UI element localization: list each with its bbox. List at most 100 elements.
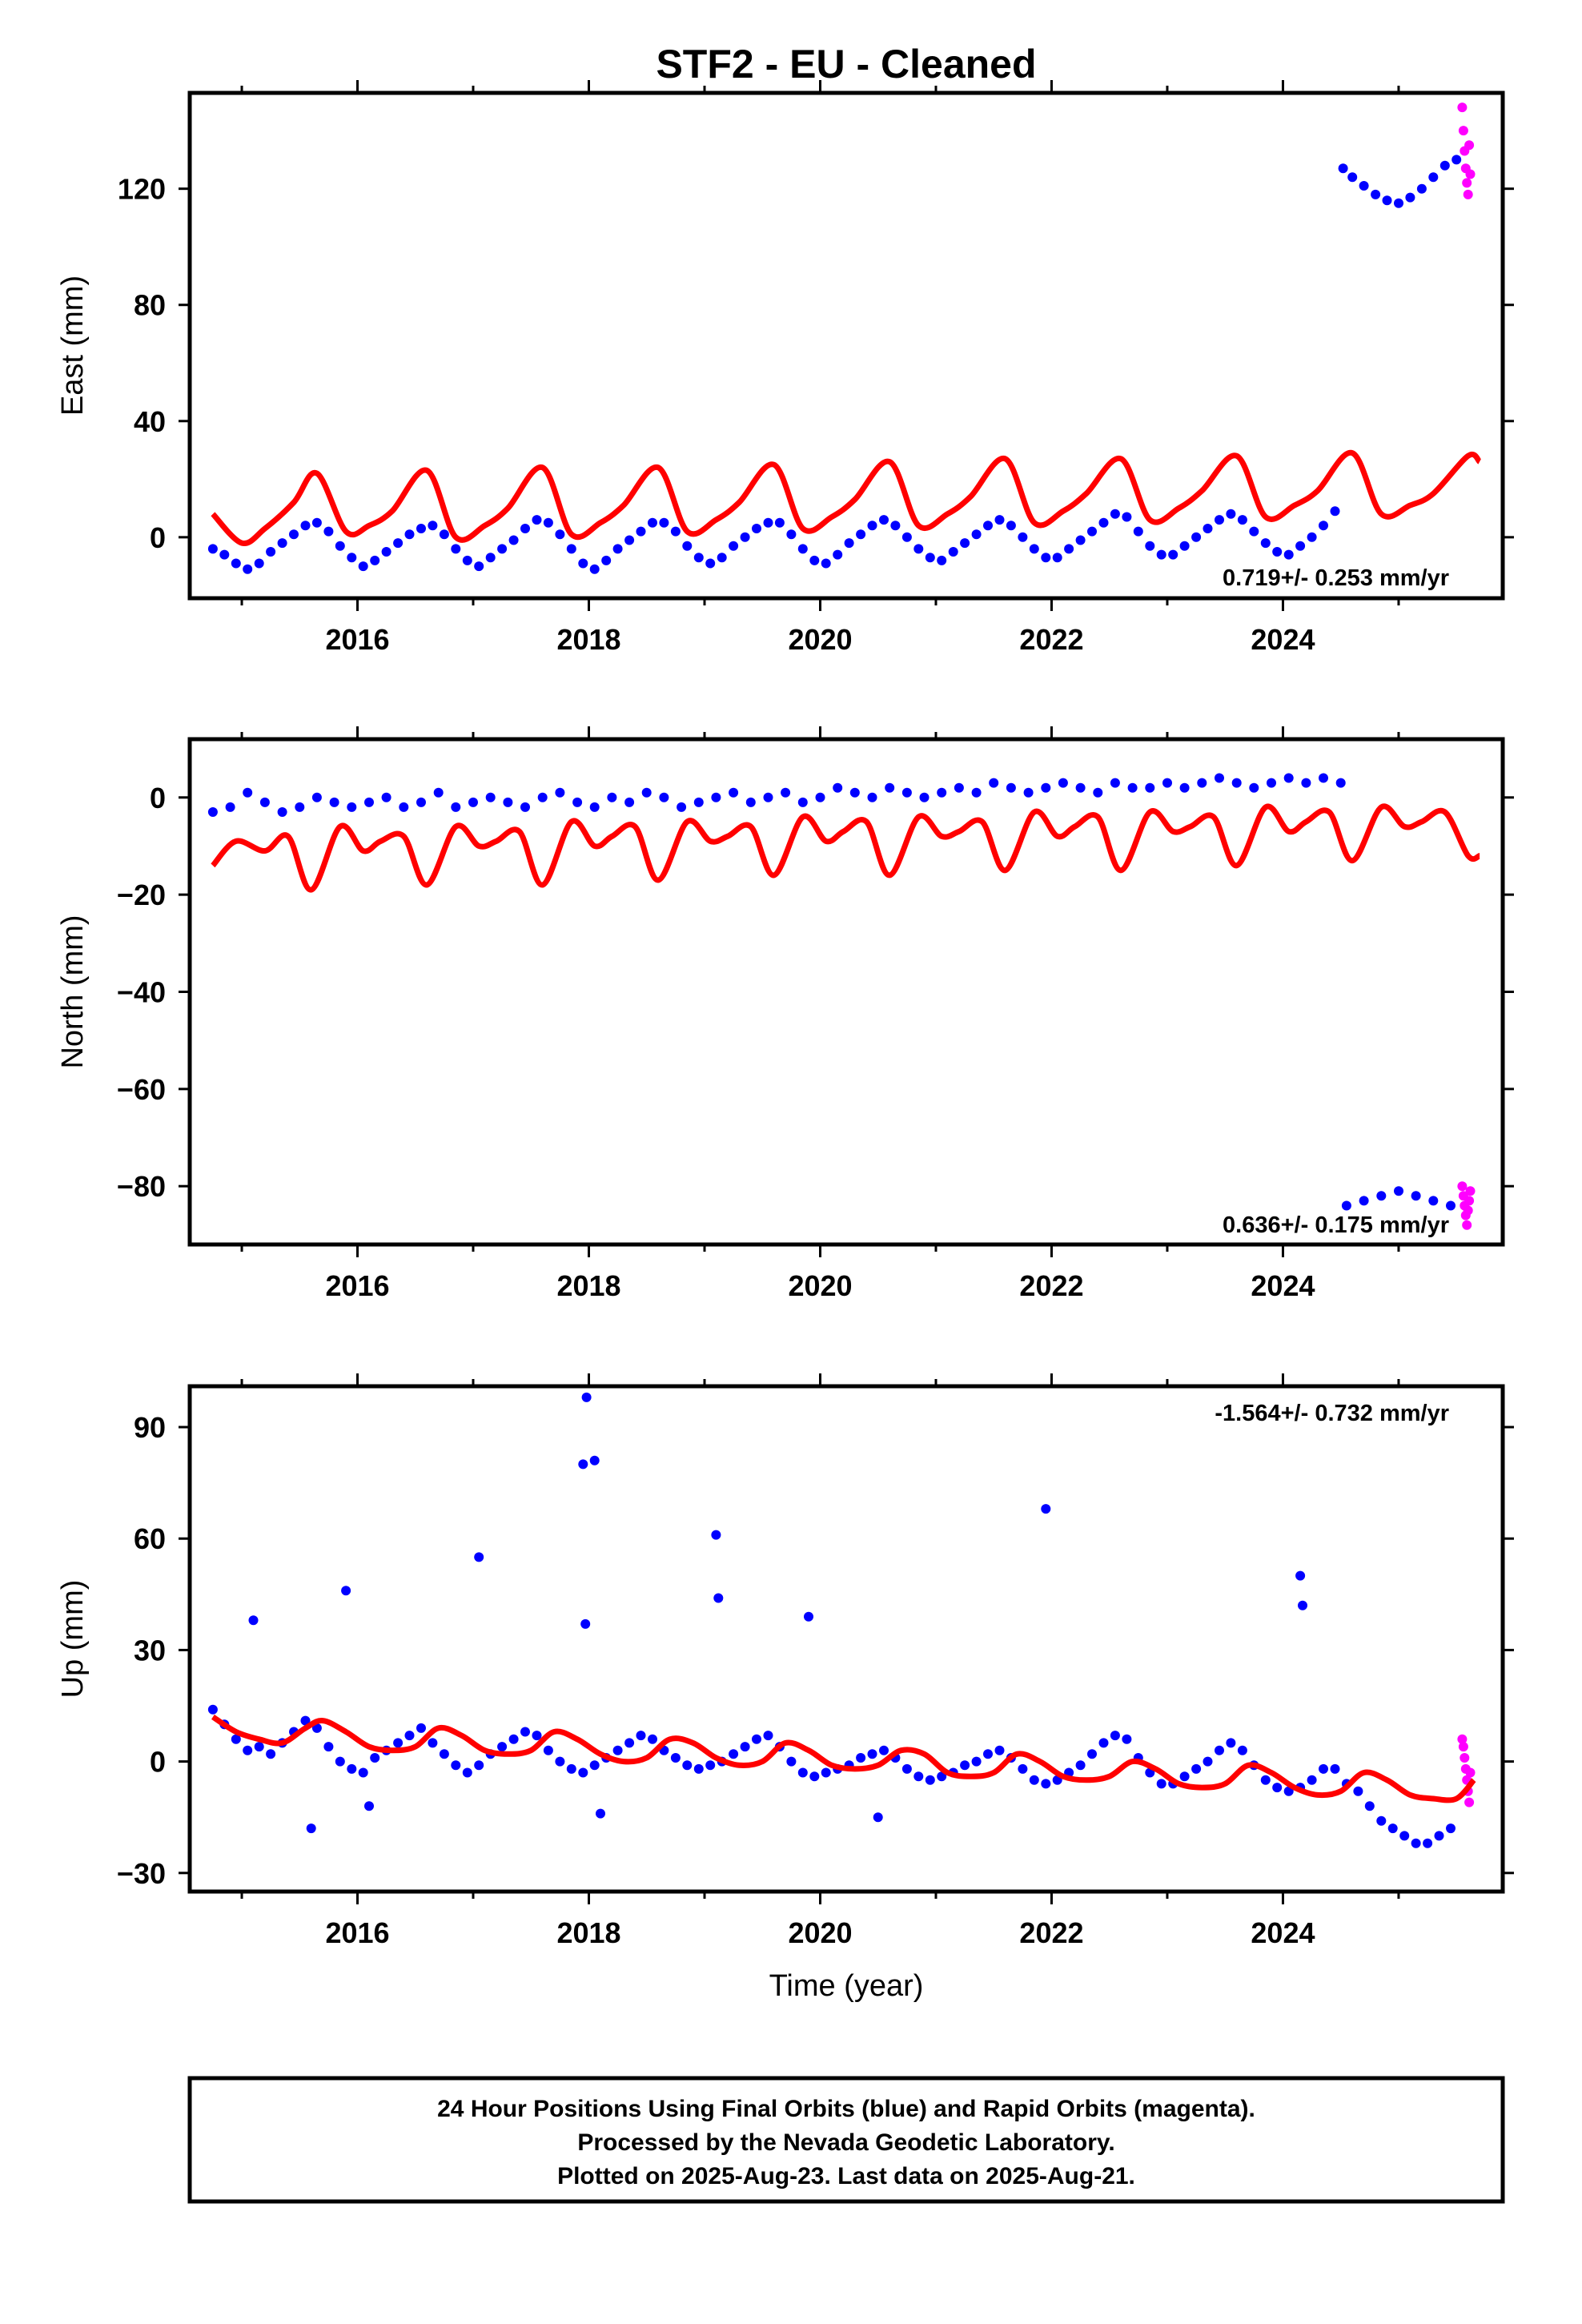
final-orbit-point — [925, 1775, 935, 1785]
final-orbit-point — [705, 558, 716, 569]
final-orbit-point — [358, 1767, 368, 1778]
final-orbit-point — [1411, 1191, 1421, 1201]
final-orbit-point — [1018, 532, 1028, 542]
final-orbit-point — [1087, 526, 1097, 537]
final-orbit-point — [624, 1738, 635, 1748]
final-orbit-point — [474, 1552, 484, 1562]
final-orbit-point — [1446, 1823, 1456, 1834]
final-orbit-point — [578, 1459, 588, 1470]
final-orbit-point — [1428, 1196, 1439, 1206]
final-orbit-point — [508, 535, 519, 545]
rate-annotation: 0.636+/- 0.175 mm/yr — [1223, 1212, 1449, 1238]
rapid-orbit-point — [1465, 169, 1476, 179]
final-orbit-point — [648, 1734, 657, 1744]
final-orbit-point — [1283, 549, 1294, 560]
final-orbit-point — [1434, 1831, 1444, 1841]
final-orbit-point — [948, 547, 958, 557]
x-axis-label: Time (year) — [769, 1969, 924, 2003]
final-orbit-point — [1452, 155, 1462, 165]
final-orbit-point — [1058, 778, 1068, 788]
final-orbit-point — [901, 532, 912, 542]
final-orbit-point — [485, 553, 496, 563]
final-orbit-point — [809, 555, 820, 565]
rapid-orbit-point — [1458, 1742, 1468, 1752]
y-tick-label: 120 — [118, 173, 166, 206]
final-orbit-point — [335, 1756, 345, 1767]
y-tick-label: 40 — [134, 405, 166, 438]
final-orbit-point — [485, 792, 496, 802]
final-orbit-point — [1260, 1775, 1271, 1785]
final-orbit-point — [1029, 1775, 1039, 1785]
final-orbit-point — [370, 1753, 380, 1763]
final-orbit-point — [804, 1611, 813, 1622]
final-orbit-point — [1359, 1196, 1369, 1206]
final-orbit-point — [295, 802, 305, 812]
final-orbit-point — [416, 524, 426, 533]
final-orbit-point — [329, 797, 339, 807]
final-orbit-point — [867, 1749, 877, 1759]
final-orbit-point — [1446, 1200, 1456, 1211]
final-orbit-point — [1098, 1738, 1109, 1748]
final-orbit-point — [612, 1745, 623, 1755]
final-orbit-point — [207, 807, 218, 817]
final-orbit-point — [879, 1745, 889, 1755]
panel-up: 90 60 30 0 −30 2016 2018 2020 2022 2024 Up (mm) -1.… — [56, 1373, 1514, 1949]
final-orbit-point — [1122, 512, 1132, 522]
final-orbit-point — [243, 1745, 253, 1755]
final-orbit-point — [555, 1756, 565, 1767]
final-orbit-point — [520, 802, 530, 812]
y-tick-label: −60 — [117, 1073, 166, 1106]
final-orbit-point — [520, 1727, 530, 1737]
final-orbit-point — [566, 544, 576, 554]
final-orbit-point — [705, 1760, 716, 1771]
final-orbit-point — [612, 544, 623, 554]
final-orbit-point — [786, 1756, 797, 1767]
final-orbit-point — [311, 792, 322, 802]
final-orbit-point — [572, 797, 583, 807]
final-orbit-point — [729, 1749, 739, 1759]
final-orbit-point — [532, 1731, 542, 1741]
final-orbit-point — [1272, 1783, 1283, 1793]
final-orbit-point — [393, 538, 404, 549]
final-orbit-point — [1191, 1763, 1202, 1774]
final-orbit-point — [1226, 1738, 1236, 1748]
final-orbit-point — [1237, 515, 1247, 525]
final-orbit-point — [1307, 1775, 1317, 1785]
final-orbit-point — [890, 521, 901, 531]
final-orbit-point — [763, 517, 773, 528]
final-orbit-point — [323, 526, 334, 537]
final-orbit-point — [219, 549, 230, 560]
final-orbit-point — [913, 544, 924, 554]
final-orbit-point — [1064, 544, 1074, 554]
final-orbit-point — [1215, 773, 1224, 783]
x-tick-label: 2022 — [1019, 1269, 1083, 1302]
footer-frame — [187, 2076, 1505, 2204]
final-orbit-point — [1052, 553, 1062, 563]
final-orbit-point — [745, 797, 756, 807]
final-orbit-point — [693, 1763, 704, 1774]
final-orbit-point — [468, 797, 478, 807]
final-orbit-point — [1338, 163, 1348, 174]
plot-area — [207, 773, 1481, 1230]
final-orbit-point — [994, 1745, 1005, 1755]
final-orbit-point — [901, 1763, 912, 1774]
final-orbit-point — [937, 555, 947, 565]
final-orbit-point — [596, 1808, 605, 1819]
model-fit-line — [211, 803, 1481, 893]
final-orbit-point — [1145, 541, 1155, 551]
final-orbit-point — [1330, 1763, 1340, 1774]
final-orbit-point — [1335, 778, 1346, 788]
x-tick-label: 2020 — [788, 1916, 852, 1949]
final-orbit-point — [543, 1745, 553, 1755]
final-orbit-point — [393, 1738, 404, 1748]
final-orbit-point — [856, 529, 866, 540]
final-orbit-point — [1093, 787, 1103, 798]
final-orbit-point — [1041, 1504, 1051, 1514]
final-orbit-point — [1075, 535, 1086, 545]
x-tick-label: 2016 — [325, 1269, 389, 1302]
rapid-orbit-point — [1465, 1767, 1476, 1778]
final-orbit-point — [555, 529, 565, 540]
final-orbit-point — [786, 529, 797, 540]
final-orbit-point — [648, 517, 657, 528]
